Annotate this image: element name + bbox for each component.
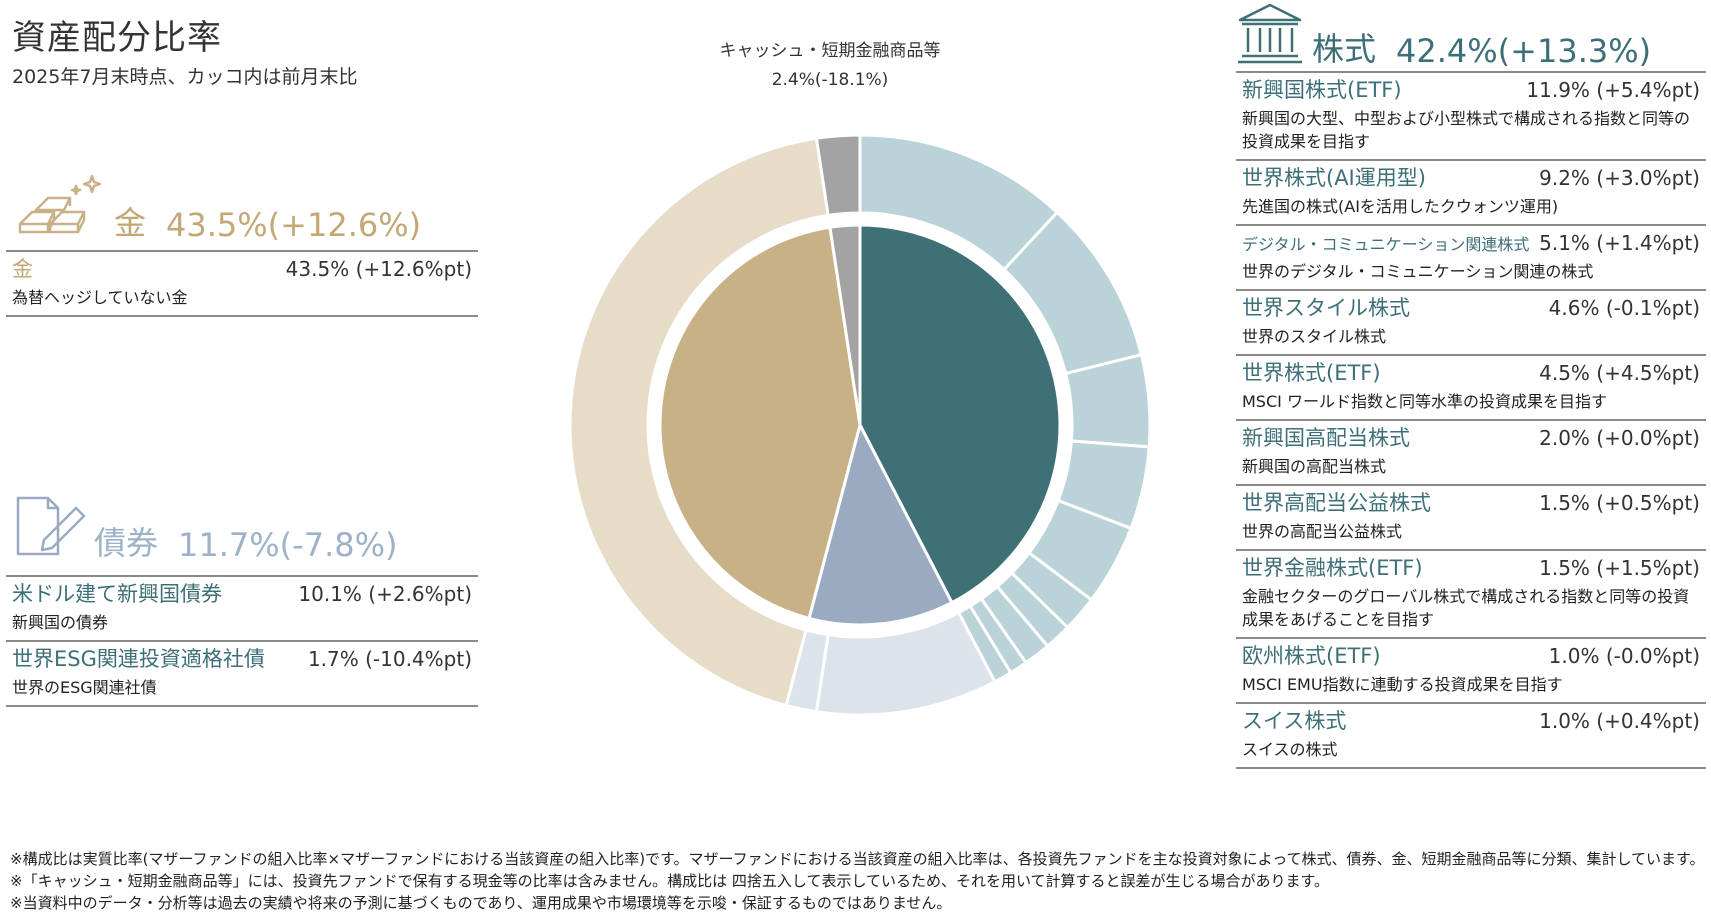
list-item: 世界高配当公益株式 1.5% (+0.5%pt) 世界の高配当公益株式 bbox=[1236, 484, 1706, 549]
row-desc: 新興国の債券 bbox=[12, 613, 109, 632]
row-value: 1.0% (+0.4%pt) bbox=[1539, 709, 1700, 733]
equity-label: 株式 bbox=[1312, 30, 1377, 68]
list-item: 金 43.5% (+12.6%pt) 為替ヘッジしていない金 bbox=[6, 250, 478, 317]
list-item: 欧州株式(ETF) 1.0% (-0.0%pt) MSCI EMU指数に連動する投… bbox=[1236, 637, 1706, 702]
document-pencil-icon bbox=[14, 494, 86, 564]
bonds-list: 米ドル建て新興国債券 10.1% (+2.6%pt) 新興国の債券 世界ESG関連… bbox=[6, 575, 478, 707]
row-value: 4.5% (+4.5%pt) bbox=[1539, 361, 1700, 385]
row-desc: 世界の高配当公益株式 bbox=[1242, 522, 1403, 541]
cash-value: 2.4%(-18.1%) bbox=[771, 70, 889, 90]
list-item: 新興国高配当株式 2.0% (+0.0%pt) 新興国の高配当株式 bbox=[1236, 419, 1706, 484]
row-desc: 新興国の大型、中型および小型株式で構成される指数と同等の投資成果を目指す bbox=[1242, 109, 1691, 151]
gold-value: 43.5%(+12.6%) bbox=[166, 206, 422, 244]
row-value: 1.0% (-0.0%pt) bbox=[1548, 644, 1700, 668]
equity-value: 42.4%(+13.3%) bbox=[1396, 32, 1652, 70]
footnote: ※構成比は実質比率(マザーファンドの組入比率×マザーファンドにおける当該資産の組… bbox=[10, 850, 1705, 890]
row-name: 世界株式(ETF) bbox=[1242, 361, 1381, 385]
row-desc: 世界のデジタル・コミュニケーション関連の株式 bbox=[1242, 262, 1594, 281]
outer-ring-slice bbox=[814, 610, 997, 715]
row-name: デジタル・コミュニケーション関連株式 bbox=[1242, 235, 1530, 254]
row-value: 9.2% (+3.0%pt) bbox=[1539, 166, 1700, 190]
row-value: 1.5% (+1.5%pt) bbox=[1539, 556, 1700, 580]
inner-pie-slice bbox=[807, 420, 954, 627]
footnote: ※当資料中のデータ・分析等は過去の実績や将来の予測に基づくものであり、運用成果や… bbox=[10, 894, 952, 912]
cash-label: キャッシュ・短期金融商品等 bbox=[719, 41, 941, 61]
row-desc: 新興国の高配当株式 bbox=[1242, 457, 1387, 476]
row-value: 1.5% (+0.5%pt) bbox=[1539, 491, 1700, 515]
row-name: 新興国株式(ETF) bbox=[1242, 78, 1402, 102]
row-desc: MSCI EMU指数に連動する投資成果を目指す bbox=[1242, 675, 1563, 694]
list-item: デジタル・コミュニケーション関連株式 5.1% (+1.4%pt) 世界のデジタル… bbox=[1236, 224, 1706, 289]
row-desc: 金融セクターのグローバル株式で構成される指数と同等の投資成果をあげることを目指す bbox=[1242, 587, 1690, 629]
page-title: 資産配分比率 bbox=[12, 18, 222, 58]
row-name: 米ドル建て新興国債券 bbox=[12, 582, 222, 606]
row-name: 金 bbox=[12, 257, 33, 281]
row-value: 2.0% (+0.0%pt) bbox=[1539, 426, 1700, 450]
row-value: 11.9% (+5.4%pt) bbox=[1526, 78, 1700, 102]
row-name: 世界スタイル株式 bbox=[1242, 296, 1410, 320]
row-name: 欧州株式(ETF) bbox=[1242, 644, 1381, 668]
inner-pie-slice bbox=[658, 225, 862, 621]
list-item: 米ドル建て新興国債券 10.1% (+2.6%pt) 新興国の債券 bbox=[6, 575, 478, 640]
list-item: 新興国株式(ETF) 11.9% (+5.4%pt) 新興国の大型、中型および小型… bbox=[1236, 71, 1706, 159]
equity-list: 新興国株式(ETF) 11.9% (+5.4%pt) 新興国の大型、中型および小型… bbox=[1236, 71, 1706, 769]
gold-list: 金 43.5% (+12.6%pt) 為替ヘッジしていない金 bbox=[6, 250, 478, 317]
inner-pie-slice bbox=[828, 223, 862, 426]
bonds-value: 11.7%(-7.8%) bbox=[178, 526, 398, 564]
row-value: 1.7% (-10.4%pt) bbox=[307, 647, 472, 671]
row-name: 世界株式(AI運用型) bbox=[1242, 166, 1426, 190]
list-item: 世界株式(AI運用型) 9.2% (+3.0%pt) 先進国の株式(AIを活用した… bbox=[1236, 159, 1706, 224]
list-item: スイス株式 1.0% (+0.4%pt) スイスの株式 bbox=[1236, 702, 1706, 769]
inner-pie-slice bbox=[858, 223, 1062, 605]
row-name: 世界金融株式(ETF) bbox=[1242, 556, 1423, 580]
page-subtitle: 2025年7月末時点、カッコ内は前月末比 bbox=[12, 66, 358, 88]
bonds-section-header: 債券 11.7%(-7.8%) bbox=[14, 494, 397, 564]
row-name: 世界高配当公益株式 bbox=[1242, 491, 1431, 515]
footnotes: ※構成比は実質比率(マザーファンドの組入比率×マザーファンドにおける当該資産の組… bbox=[10, 848, 1705, 914]
row-desc: 為替ヘッジしていない金 bbox=[12, 288, 188, 307]
bank-building-icon bbox=[1236, 2, 1304, 70]
row-desc: 世界のESG関連社債 bbox=[12, 678, 157, 697]
gold-bars-icon bbox=[14, 174, 106, 244]
list-item: 世界株式(ETF) 4.5% (+4.5%pt) MSCI ワールド指数と同等水準… bbox=[1236, 354, 1706, 419]
row-value: 4.6% (-0.1%pt) bbox=[1548, 296, 1700, 320]
equity-section-header: 株式 42.4%(+13.3%) bbox=[1236, 2, 1651, 70]
row-desc: 世界のスタイル株式 bbox=[1242, 327, 1387, 346]
bonds-label: 債券 bbox=[94, 524, 159, 562]
list-item: 世界スタイル株式 4.6% (-0.1%pt) 世界のスタイル株式 bbox=[1236, 289, 1706, 354]
inner-pie bbox=[658, 223, 1062, 627]
list-item: 世界ESG関連投資適格社債 1.7% (-10.4%pt) 世界のESG関連社債 bbox=[6, 640, 478, 707]
gold-section-header: 金 43.5%(+12.6%) bbox=[14, 174, 421, 244]
row-value: 5.1% (+1.4%pt) bbox=[1539, 231, 1700, 255]
row-name: スイス株式 bbox=[1242, 709, 1347, 733]
list-item: 世界金融株式(ETF) 1.5% (+1.5%pt) 金融セクターのグローバル株式… bbox=[1236, 549, 1706, 637]
row-name: 新興国高配当株式 bbox=[1242, 426, 1410, 450]
row-desc: MSCI ワールド指数と同等水準の投資成果を目指す bbox=[1242, 392, 1607, 411]
row-desc: 先進国の株式(AIを活用したクウォンツ運用) bbox=[1242, 197, 1559, 216]
outer-ring-slice bbox=[570, 136, 830, 708]
row-value: 43.5% (+12.6%pt) bbox=[285, 257, 472, 281]
allocation-donut-chart bbox=[570, 135, 1150, 715]
outer-ring-slice bbox=[814, 135, 862, 218]
outer-ring bbox=[570, 135, 1150, 715]
gold-label: 金 bbox=[114, 204, 147, 242]
row-desc: スイスの株式 bbox=[1242, 740, 1338, 759]
row-name: 世界ESG関連投資適格社債 bbox=[12, 647, 265, 671]
row-value: 10.1% (+2.6%pt) bbox=[298, 582, 472, 606]
